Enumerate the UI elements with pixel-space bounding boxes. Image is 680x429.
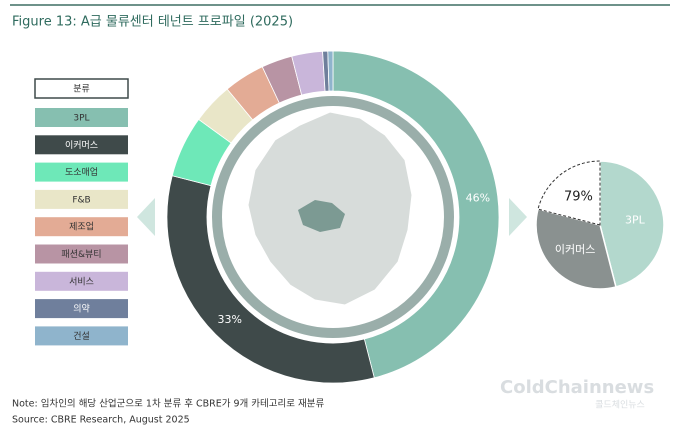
legend-swatch [35,108,128,127]
data-label: 33% [218,313,242,326]
chart-title: Figure 13: A급 물류센터 테넌트 프로파일 (2025) [12,15,293,30]
legend-label: 이커머스 [65,140,98,151]
legend-label: 서비스 [69,276,94,287]
legend-header-box [34,78,129,99]
legend-label: 의약 [73,303,90,315]
left-arrow [137,198,155,236]
legend-swatch [35,189,128,209]
right-arrow [509,198,527,236]
legend-swatch [35,217,128,237]
legend-swatch [35,162,128,182]
pie-annotation: 79% [564,190,593,205]
donut-segment [332,50,500,379]
legend-label: 건설 [73,331,90,342]
legend-swatch [35,299,128,319]
note: Note: 임차인의 해당 산업군으로 1차 분류 후 CBRE가 9개 카테고… [12,398,324,410]
source: Source: CBRE Research, August 2025 [12,415,190,426]
watermark-sub: 콜드체인뉴스 [595,400,645,411]
donut-segment [327,50,334,92]
pie-label: 이커머스 [555,243,595,256]
pie-slice [535,208,617,290]
inner-ring [212,96,454,338]
legend-label: 3PL [73,114,89,124]
pie-slice [599,160,665,288]
donut-segment [166,175,375,384]
legend-label: F&B [72,195,90,205]
legend-label: 도소매업 [65,167,98,178]
data-label: 46% [466,192,490,205]
watermark: ColdChainnews [500,377,654,398]
legend-swatch [35,135,128,155]
pie-slice [537,160,601,226]
legend-title: 분류 [73,84,90,95]
legend-label: 제조업 [69,222,94,233]
legend-label: 패션&뷰티 [61,249,101,260]
legend-swatch [35,326,128,346]
map-seoul [298,200,345,232]
legend-swatch [35,271,128,291]
pie-label: 3PL [625,214,646,227]
legend-swatch [35,244,128,264]
